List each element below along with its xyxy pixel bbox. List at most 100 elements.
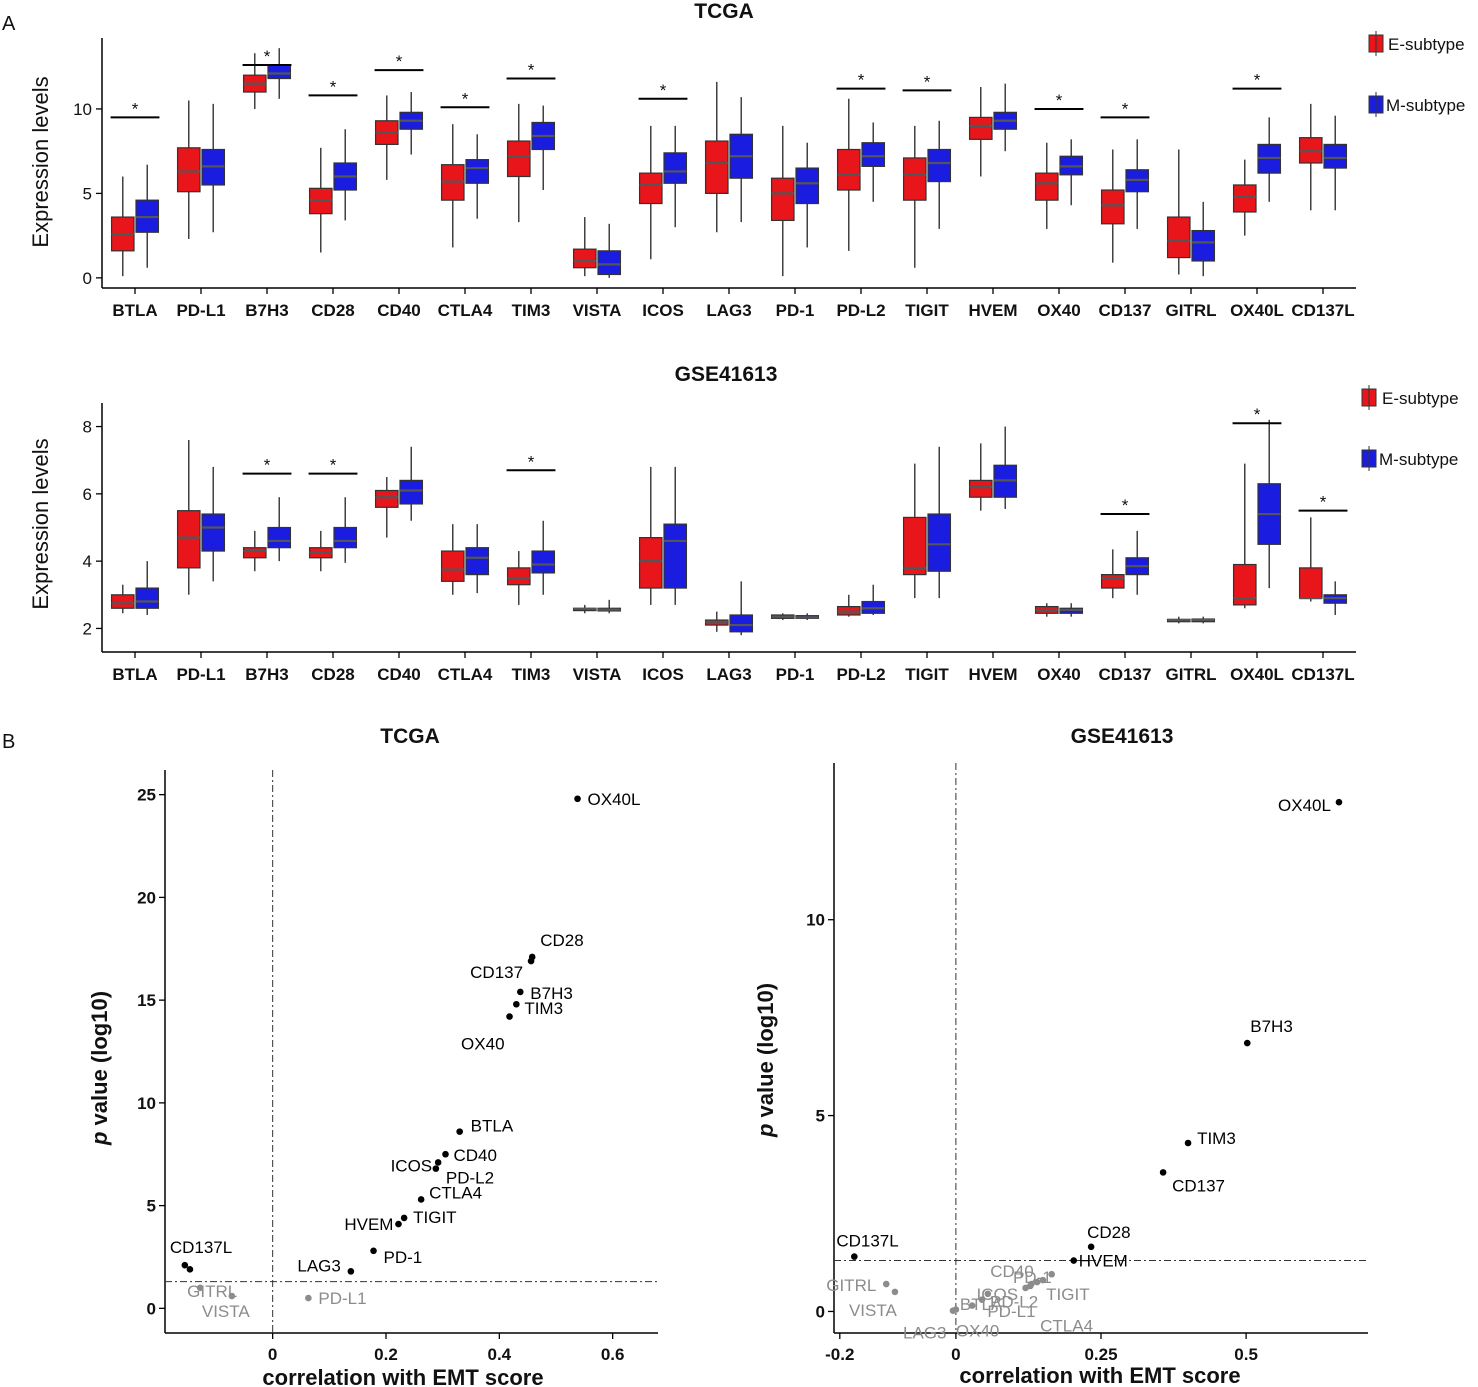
legend-label-e: E-subtype [1382, 389, 1459, 408]
point-lag3 [949, 1307, 957, 1314]
x-tick-label: HVEM [968, 301, 1017, 320]
x-tick-label: 0.25 [1084, 1345, 1117, 1364]
box-iqr [176, 510, 201, 569]
point-label-lag3: LAG3 [903, 1324, 946, 1343]
point-label-vista: VISTA [849, 1301, 898, 1320]
legend-item-e-subtype: E-subtype [1361, 385, 1459, 410]
box-iqr [663, 523, 688, 589]
box-iqr [638, 536, 663, 589]
point-btla [456, 1128, 463, 1135]
point-gitrl [882, 1280, 890, 1288]
significance-star: * [330, 456, 337, 475]
x-tick-label: CD40 [377, 301, 420, 320]
box-btla-m [135, 561, 160, 615]
point-ctla4 [968, 1302, 976, 1309]
box-cd40-m [399, 92, 424, 155]
x-tick-label: VISTA [573, 301, 622, 320]
box-iqr [465, 547, 490, 576]
point-label-cd28: CD28 [1087, 1223, 1130, 1242]
box-iqr [506, 140, 531, 178]
box-iqr [531, 550, 556, 574]
ylabel-italic: p [753, 1124, 778, 1138]
tcga-scatter-xlabel: correlation with EMT score [262, 1365, 543, 1387]
box-hvem-m [993, 83, 1018, 152]
box-pd-1-m [795, 142, 820, 248]
point-pd-l1 [305, 1294, 312, 1302]
significance-star: * [528, 452, 535, 471]
point-label-tim3: TIM3 [524, 999, 563, 1018]
y-tick-label: 5 [147, 1197, 156, 1216]
box-btla-e [110, 584, 135, 614]
x-tick-label: CD137L [1291, 665, 1354, 684]
box-iqr [902, 516, 927, 576]
point-cd137l [181, 1261, 189, 1269]
legend-item-m-subtype: M-subtype [1368, 92, 1465, 117]
box-cd40-m [399, 446, 424, 521]
x-tick-label: CD137 [1099, 301, 1152, 320]
box-ox40-e [1034, 603, 1059, 617]
point-tigit [1033, 1278, 1041, 1286]
box-iqr [729, 614, 754, 633]
point-label-cd137: CD137 [1172, 1176, 1225, 1195]
point-lag3 [347, 1268, 355, 1275]
box-iqr [861, 142, 886, 167]
x-tick-label: PD-1 [776, 665, 815, 684]
box-tigit-e [902, 125, 927, 268]
point-label-gitrl: GITRL [826, 1276, 876, 1295]
box-iqr [201, 513, 226, 552]
box-hvem-e [968, 86, 993, 177]
point-cd28 [1087, 1243, 1095, 1251]
significance-star: * [1254, 71, 1261, 90]
box-vista-m [597, 599, 622, 614]
tcga-boxplot: TCGA Expression levels 0 5 10 BTLA * PD-L1 B7H… [28, 0, 1356, 320]
box-iqr [836, 148, 861, 191]
box-iqr [1323, 143, 1348, 169]
y-tick-label: 10 [73, 100, 92, 119]
gse41613-scatter-ylabel: p value (log10) [753, 983, 778, 1138]
box-iqr [333, 526, 358, 549]
tcga-boxplot-ylabel: Expression levels [28, 76, 53, 247]
point-label-ox40: OX40 [461, 1035, 504, 1054]
box-pd-l2-e [836, 594, 861, 617]
x-tick-label: CD28 [311, 665, 354, 684]
point-icos [1022, 1284, 1029, 1292]
significance-star: * [132, 99, 139, 118]
box-iqr [374, 489, 399, 508]
point-label-pd-l2: PD-L2 [446, 1169, 494, 1188]
y-tick-label: 20 [137, 888, 156, 907]
x-tick-label: PD-L2 [836, 665, 885, 684]
x-tick-label: OX40 [1037, 665, 1080, 684]
x-tick-label: B7H3 [245, 301, 288, 320]
box-iqr [110, 594, 135, 609]
point-label-pd-l1: PD-L1 [318, 1289, 366, 1308]
box-iqr [1232, 184, 1257, 213]
box-iqr [572, 248, 597, 269]
x-tick-label: PD-L2 [836, 301, 885, 320]
x-tick-label: OX40L [1230, 301, 1284, 320]
y-tick-label: 0 [83, 269, 92, 288]
x-tick-label: GITRL [1166, 665, 1217, 684]
significance-star: * [1254, 405, 1261, 424]
box-tim3-m [531, 520, 556, 595]
box-pd-l1-e [176, 440, 201, 595]
x-tick-label: CD28 [311, 301, 354, 320]
box-ox40l-m [1257, 117, 1282, 202]
point-btla [984, 1290, 992, 1298]
significance-star: * [1122, 496, 1129, 515]
ylabel-rest: value (log10) [87, 991, 112, 1132]
box-b7h3-e [242, 53, 267, 109]
significance-star: * [462, 89, 469, 108]
gse41613-scatter-title: GSE41613 [1071, 725, 1174, 748]
y-tick-label: 15 [137, 991, 156, 1010]
significance-star: * [330, 77, 337, 96]
significance-star: * [858, 71, 865, 90]
box-iqr [927, 148, 952, 183]
box-ox40l-m [1257, 419, 1282, 589]
box-icos-e [638, 466, 663, 605]
box-icos-m [663, 466, 688, 605]
box-tigit-m [927, 446, 952, 599]
box-btla-e [110, 176, 135, 277]
point-label-pd-l2: PD-L2 [990, 1293, 1038, 1312]
significance-star: * [660, 81, 667, 100]
